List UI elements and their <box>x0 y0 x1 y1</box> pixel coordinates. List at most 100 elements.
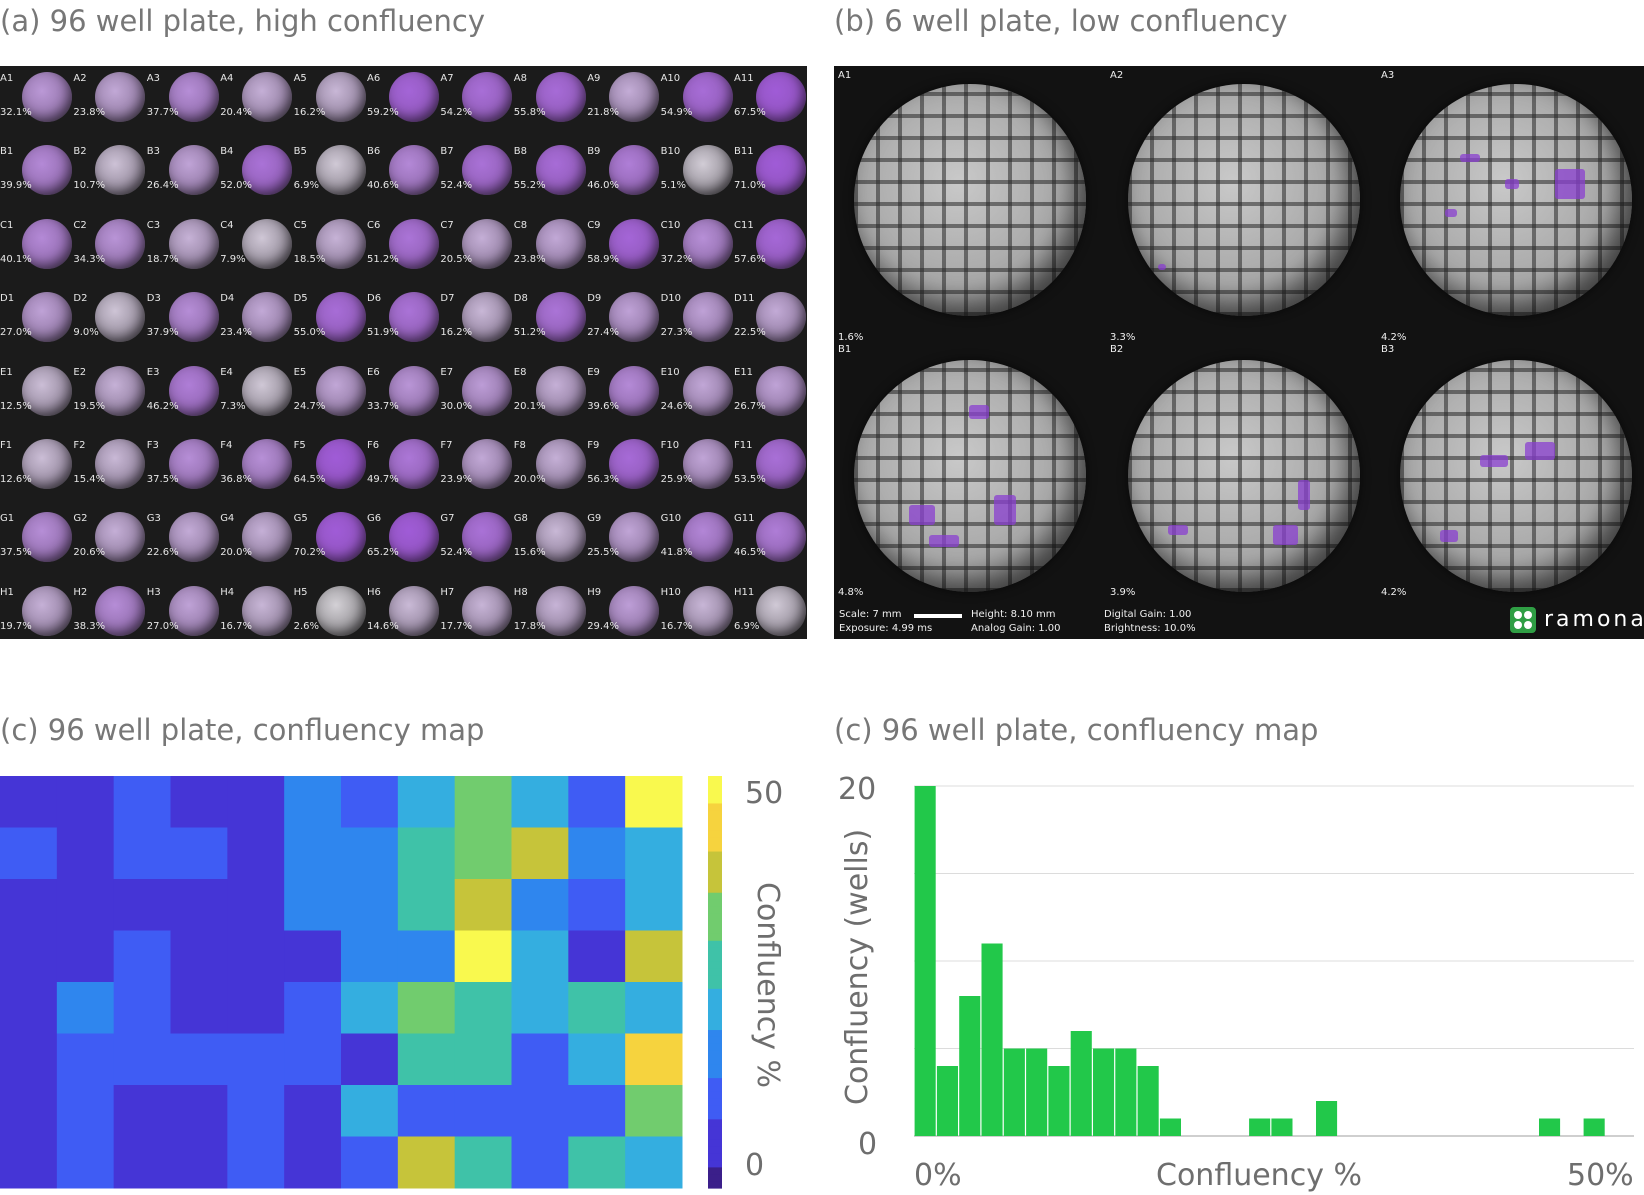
cell-region <box>1460 154 1480 162</box>
well-A3 <box>168 72 219 122</box>
well-confluency-label: 37.5% <box>146 474 179 485</box>
well-H8 <box>535 585 586 636</box>
well-confluency-label: 1.6% <box>838 332 864 343</box>
well-E2 <box>95 365 146 416</box>
panel-d-title: (c) 96 well plate, confluency map <box>834 713 1319 747</box>
heatmap-cell <box>56 930 115 983</box>
well-confluency-label: 40.6% <box>367 180 399 192</box>
well-confluency-label: 16.7% <box>220 620 252 632</box>
heatmap-cell <box>0 879 58 931</box>
heatmap-cell <box>341 1136 399 1189</box>
heatmap-cell <box>56 827 115 880</box>
well-D6 <box>389 292 439 343</box>
well-A1 <box>854 84 1086 316</box>
well-confluency-label: 17.7% <box>440 620 473 632</box>
well-confluency-label: 23.9% <box>440 474 473 485</box>
heatmap-cell <box>397 1033 456 1086</box>
heatmap-cell <box>625 930 683 983</box>
heatmap-cell <box>568 879 626 931</box>
well-id-label: G1 <box>0 513 15 525</box>
well-id-label: C11 <box>734 219 754 231</box>
hist-bar <box>1539 1118 1561 1136</box>
well-id-label: C2 <box>73 219 87 231</box>
well-confluency-label: 18.7% <box>146 253 179 265</box>
well-G6 <box>389 512 439 563</box>
well-id-label: H9 <box>587 586 602 598</box>
heatmap-cell <box>397 1136 456 1189</box>
well-id-label: A3 <box>1381 70 1395 81</box>
heatmap-cell <box>341 776 399 828</box>
hist-bar <box>1093 1048 1115 1136</box>
heatmap-cell <box>227 982 285 1034</box>
well-H6 <box>389 585 439 636</box>
well-id-label: F10 <box>660 440 680 451</box>
well-confluency-label: 24.7% <box>293 400 326 412</box>
well-confluency-label: 40.1% <box>0 253 32 265</box>
colorbar-segment <box>708 1174 722 1182</box>
heatmap-cell <box>56 776 115 828</box>
well-H5 <box>315 585 366 636</box>
brightness-text: Brightness: 10.0% <box>1104 623 1196 634</box>
well-E6 <box>389 365 439 416</box>
heatmap-cell <box>341 1033 399 1086</box>
heatmap-cell <box>227 930 285 983</box>
colorbar-label: Confluency % <box>750 882 785 1088</box>
well-id-label: A11 <box>734 73 754 84</box>
heatmap-cell <box>454 982 512 1034</box>
well-confluency-label: 12.5% <box>0 400 32 412</box>
well-id-label: A7 <box>440 73 454 84</box>
heatmap-cell <box>0 1136 58 1189</box>
well-confluency-label: 9.0% <box>73 327 99 339</box>
colorbar-segment <box>708 927 722 935</box>
well-confluency-label: 55.2% <box>513 180 546 192</box>
heatmap-cell <box>625 1033 683 1086</box>
well-G5 <box>315 512 366 563</box>
ramona-logo-text: ramona <box>1544 607 1644 632</box>
well-id-label: C5 <box>293 219 307 231</box>
colorbar-segment <box>708 796 722 805</box>
well-id-label: F4 <box>220 440 233 451</box>
well-id-label: B3 <box>1381 344 1395 355</box>
well-G9 <box>609 512 660 563</box>
well-id-label: C6 <box>367 219 381 231</box>
colorbar-segment <box>708 933 722 942</box>
well-confluency-label: 23.8% <box>73 107 106 118</box>
well-confluency-label: 5.1% <box>660 180 686 192</box>
well-H1 <box>22 585 72 636</box>
heatmap-cell <box>170 982 228 1034</box>
well-id-label: H3 <box>146 586 161 598</box>
well-id-label: G4 <box>220 513 235 525</box>
well-id-label: D5 <box>293 293 308 305</box>
well-confluency-label: 16.7% <box>660 620 693 632</box>
well-C3 <box>168 218 219 269</box>
well-A1 <box>22 72 72 122</box>
heatmap-cell <box>511 1136 569 1189</box>
cell-region <box>1505 179 1519 189</box>
well-confluency-label: 10.7% <box>73 180 106 192</box>
well-F1 <box>22 439 72 489</box>
well-D10 <box>682 292 733 343</box>
colorbar-segment <box>708 913 722 921</box>
well-id-label: A10 <box>660 73 681 84</box>
well-id-label: E6 <box>367 366 380 378</box>
well-id-label: F8 <box>513 440 526 451</box>
heatmap-cell <box>568 1085 626 1137</box>
well-id-label: E11 <box>734 366 754 378</box>
heatmap-cell <box>113 982 171 1034</box>
well-A3 <box>1400 84 1632 316</box>
panel-a-title: (a) 96 well plate, high confluency <box>0 4 485 38</box>
well-H4 <box>242 585 293 636</box>
well-E9 <box>609 365 660 416</box>
colorbar-segment <box>708 1098 722 1107</box>
well-id-label: G11 <box>734 513 755 525</box>
well-id-label: B2 <box>1110 344 1124 355</box>
well-id-label: F6 <box>367 440 380 451</box>
well-B5 <box>315 145 366 196</box>
scale-text: Scale: 7 mm <box>839 609 902 620</box>
well-id-label: D6 <box>367 293 382 305</box>
heatmap-cell <box>0 776 58 828</box>
well-confluency-label: 23.4% <box>220 327 252 339</box>
heatmap-cell <box>397 1085 456 1137</box>
hist-bar <box>1115 1048 1137 1136</box>
heatmap-cell <box>113 1085 171 1137</box>
